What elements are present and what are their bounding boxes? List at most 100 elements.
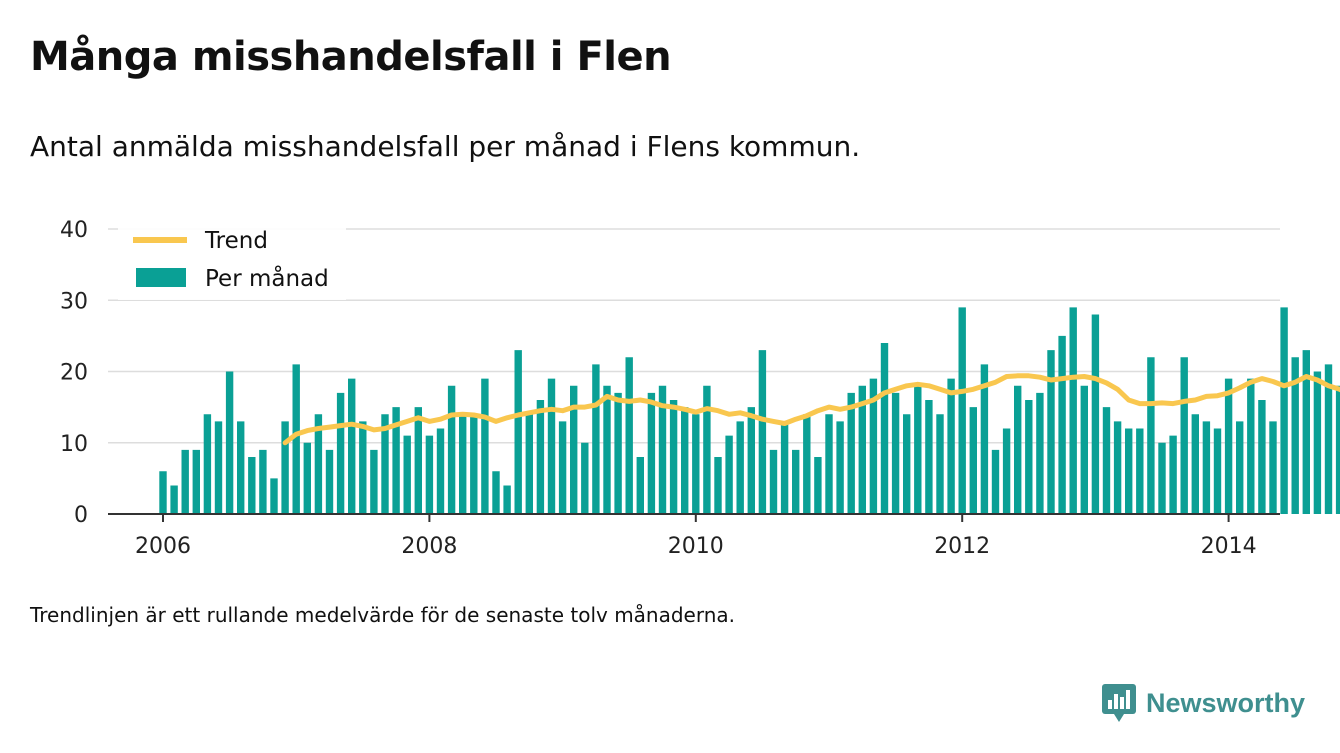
- legend: Trend Per månad: [118, 218, 346, 300]
- y-tick-label: 40: [60, 218, 88, 243]
- bar: [936, 414, 944, 514]
- x-axis-ticks: 2006200820102012201420172019202120232025: [135, 514, 1257, 559]
- bar: [814, 457, 822, 514]
- bar: [681, 407, 689, 515]
- bar: [381, 414, 389, 514]
- bar: [248, 457, 256, 514]
- y-tick-label: 10: [60, 432, 88, 457]
- bar: [514, 350, 522, 515]
- x-tick-label: 2012: [934, 534, 990, 559]
- bar: [969, 407, 977, 515]
- bar: [592, 364, 600, 515]
- bar: [270, 478, 278, 515]
- bar: [325, 449, 334, 515]
- chart-subtitle: Antal anmälda misshandelsfall per månad …: [30, 130, 861, 163]
- bar: [414, 407, 422, 515]
- bar: [214, 421, 223, 515]
- bar: [536, 400, 545, 514]
- bar: [1102, 407, 1111, 515]
- bar: [1236, 421, 1244, 515]
- bar: [1335, 385, 1340, 514]
- trend-line: [282, 373, 1340, 446]
- bar: [958, 307, 966, 515]
- x-tick-label: 2014: [1201, 534, 1257, 559]
- bar: [758, 350, 767, 515]
- bar: [570, 385, 578, 514]
- bar: [1080, 385, 1088, 514]
- bar: [792, 449, 800, 515]
- bar: [1324, 364, 1333, 515]
- bar: [1025, 400, 1033, 514]
- chart-title: Många misshandelsfall i Flen: [30, 34, 672, 80]
- bar: [614, 392, 622, 515]
- bar: [947, 378, 955, 515]
- legend-trend-label: Trend: [204, 228, 268, 254]
- bar: [714, 457, 722, 514]
- newsworthy-logo-icon: [1102, 684, 1136, 722]
- bar: [869, 378, 878, 515]
- bar: [725, 435, 733, 515]
- bar: [1014, 385, 1022, 514]
- bar: [836, 421, 844, 515]
- bar: [259, 449, 267, 515]
- bar: [1202, 421, 1211, 515]
- bar: [903, 414, 911, 514]
- bar: [858, 385, 866, 514]
- bar: [1091, 314, 1100, 514]
- bar: [181, 449, 189, 515]
- bar: [1058, 335, 1066, 515]
- bar: [1147, 357, 1155, 514]
- footnote: Trendlinjen är ett rullande medelvärde f…: [30, 603, 736, 627]
- bar: [603, 385, 611, 514]
- bar: [237, 421, 245, 515]
- bar: [348, 378, 356, 515]
- bar: [1291, 357, 1299, 514]
- trend-series: [282, 373, 1340, 446]
- bar: [647, 392, 656, 515]
- bar: [780, 421, 789, 515]
- bar: [203, 414, 212, 514]
- brand-name: Newsworthy: [1146, 687, 1306, 718]
- bar: [1247, 378, 1255, 515]
- legend-bars-label: Per månad: [205, 264, 329, 292]
- bar: [470, 414, 478, 514]
- bar: [692, 414, 700, 514]
- bar: [359, 421, 367, 515]
- bar: [1069, 307, 1077, 515]
- bar: [1125, 428, 1133, 514]
- bar: [292, 364, 300, 515]
- bar: [481, 378, 489, 515]
- bar: [803, 414, 811, 514]
- bar: [736, 421, 744, 515]
- legend-bars-swatch: [136, 268, 186, 287]
- bar: [847, 392, 855, 515]
- bar: [547, 378, 556, 515]
- bar: [658, 385, 667, 514]
- y-tick-label: 30: [60, 289, 88, 314]
- bar: [1169, 435, 1177, 515]
- bar: [1002, 428, 1011, 514]
- bar-series: [159, 307, 1340, 515]
- bar: [914, 385, 922, 514]
- bar: [1136, 428, 1144, 514]
- bar: [1036, 392, 1044, 515]
- bar: [980, 364, 989, 515]
- bar: [1158, 442, 1166, 514]
- bar: [225, 371, 234, 514]
- bar: [825, 414, 833, 514]
- y-tick-label: 20: [60, 361, 88, 386]
- bar: [281, 421, 289, 515]
- bar: [1180, 357, 1188, 514]
- bar: [425, 435, 434, 515]
- bar: [503, 485, 511, 514]
- x-tick-label: 2010: [668, 534, 724, 559]
- bar: [170, 485, 178, 514]
- bar: [636, 457, 644, 514]
- bar: [1191, 414, 1199, 514]
- bar: [625, 357, 633, 514]
- bar: [703, 385, 711, 514]
- brand-logo[interactable]: Newsworthy: [1102, 682, 1305, 724]
- bar: [336, 392, 345, 515]
- bar: [403, 435, 411, 515]
